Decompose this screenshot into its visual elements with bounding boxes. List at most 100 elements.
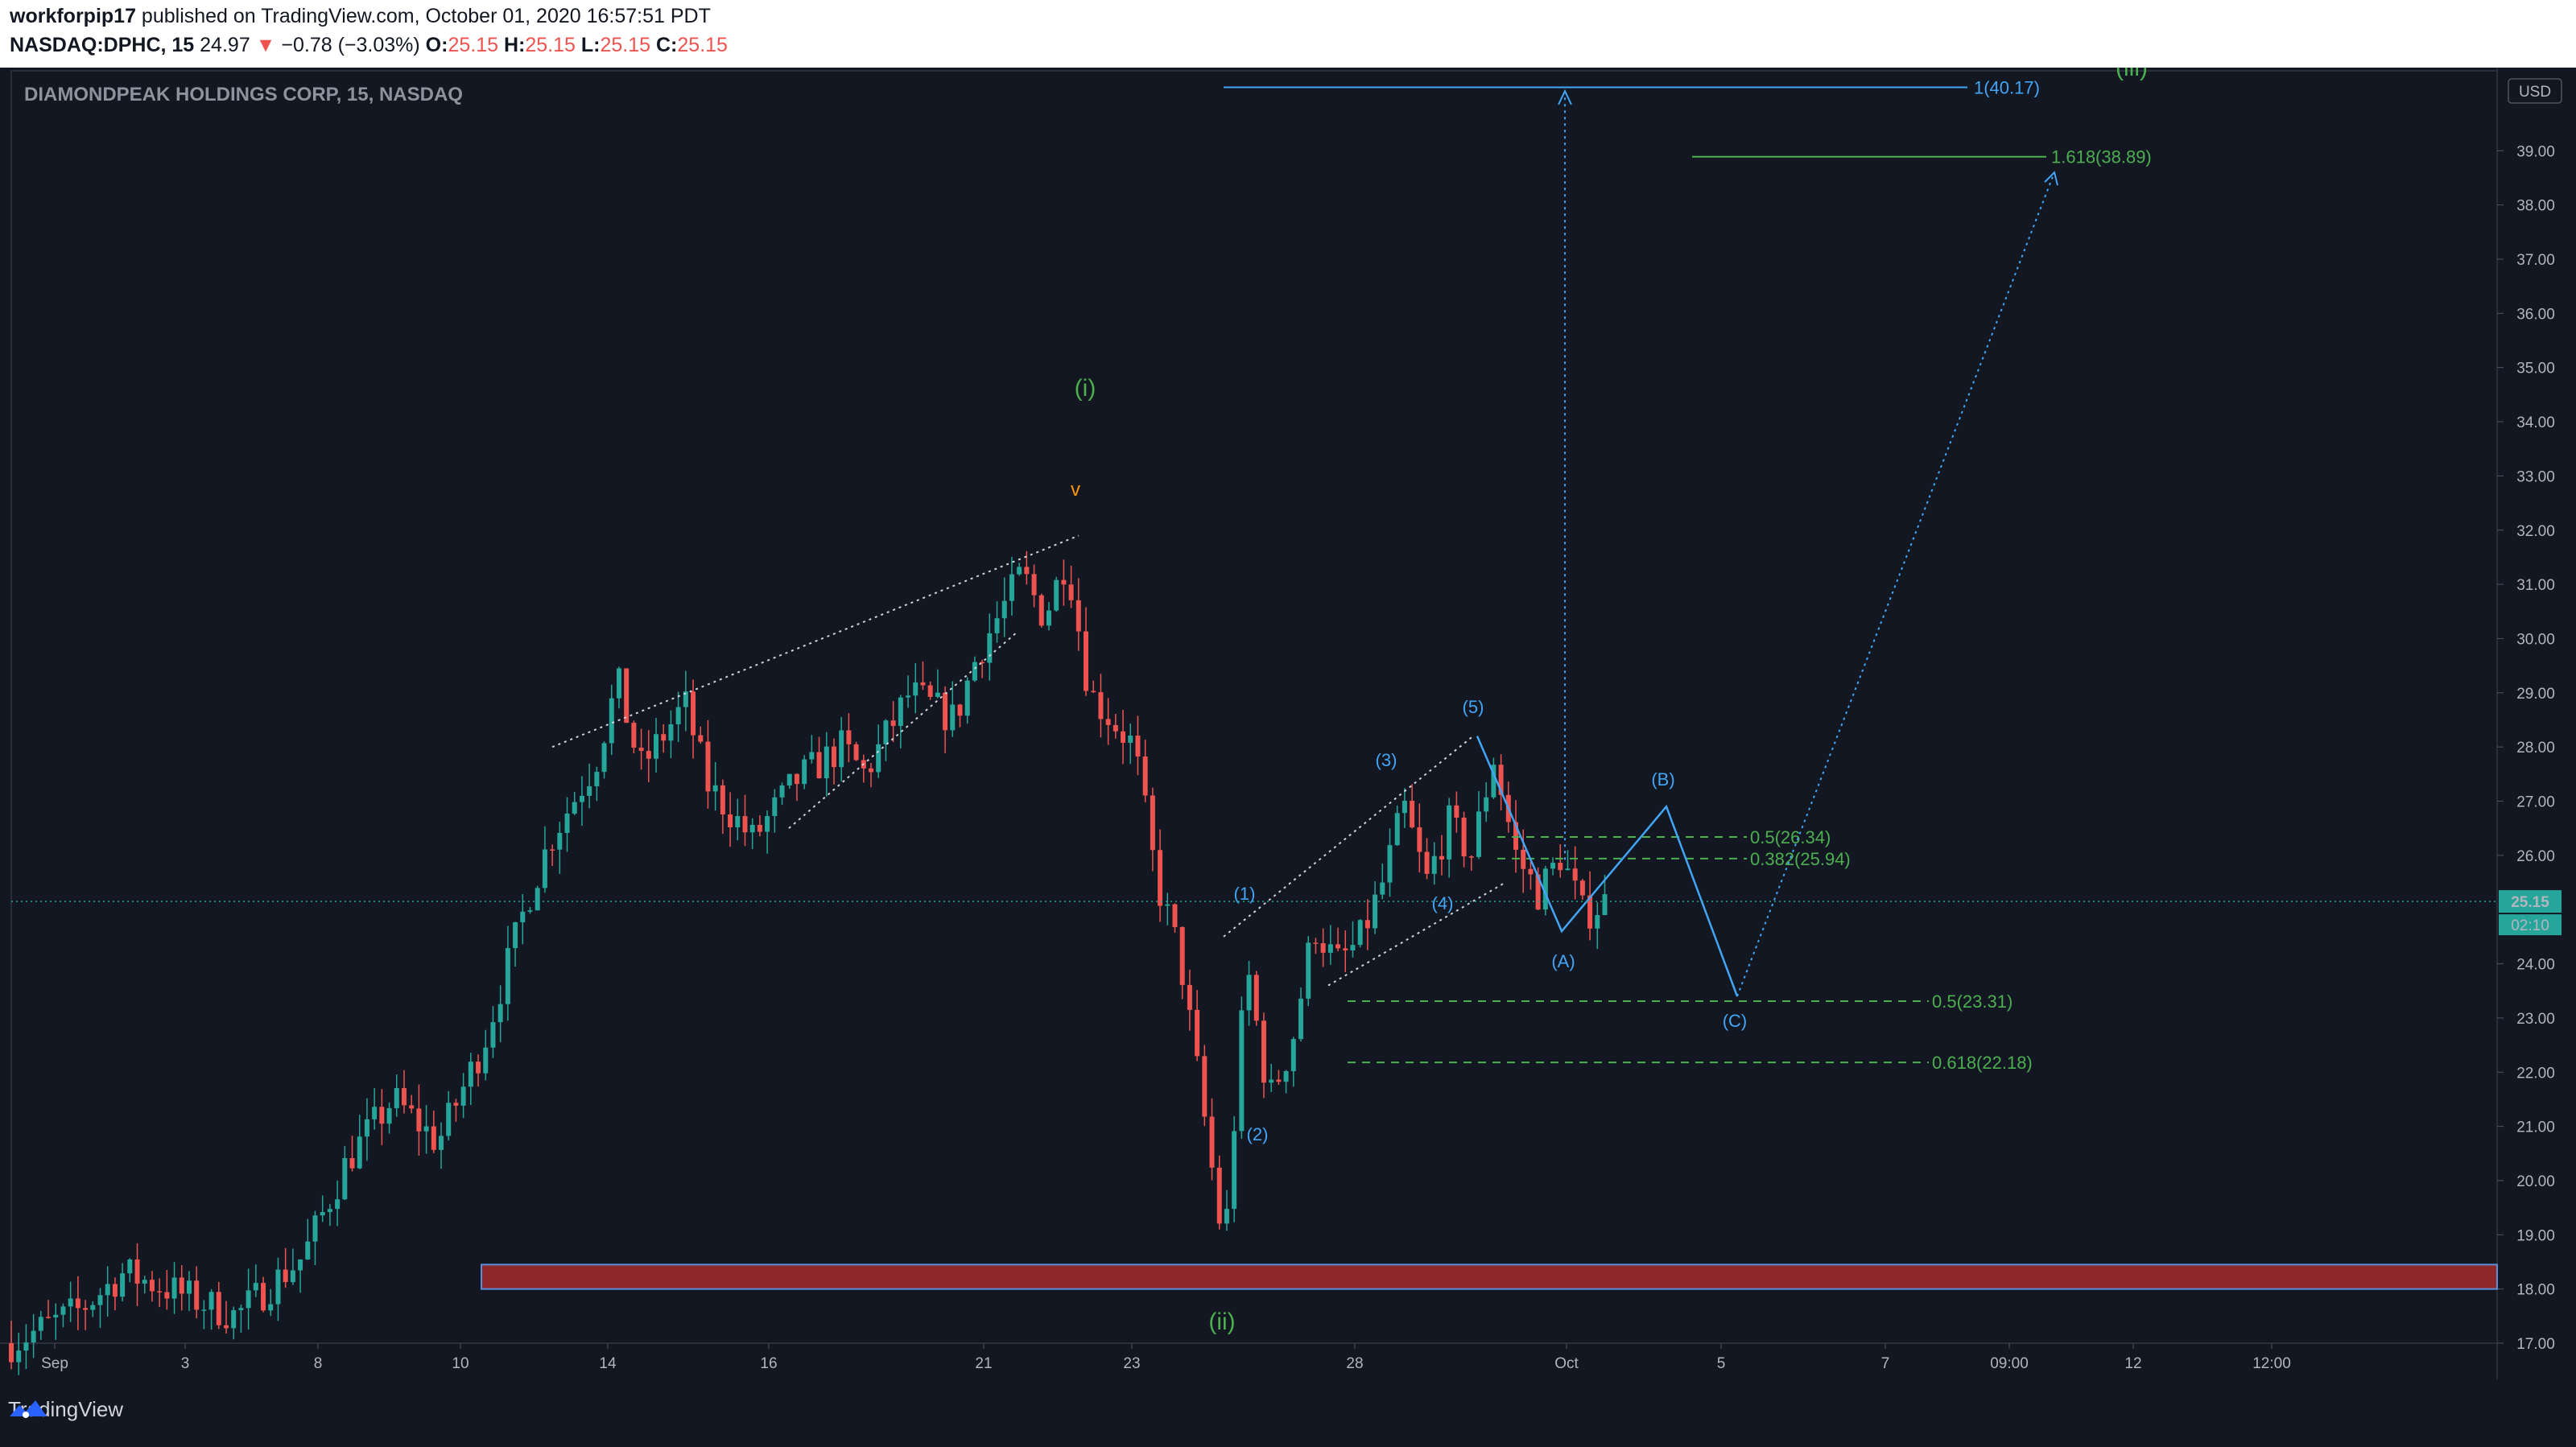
candle-body: [1572, 868, 1578, 881]
candle-body: [312, 1215, 318, 1242]
candle-body: [1402, 800, 1407, 814]
candle-body: [1491, 765, 1496, 798]
candle-body: [164, 1292, 170, 1299]
candle-body: [1387, 845, 1393, 883]
candle-body: [1335, 944, 1341, 949]
candle-body: [453, 1103, 459, 1106]
projection-target-line[interactable]: [1736, 171, 2055, 997]
candle-body: [16, 1350, 22, 1362]
price-tick-label: 39.00: [2516, 143, 2555, 160]
candle-body: [1091, 691, 1096, 693]
candle-body: [497, 1004, 503, 1023]
candle-body: [1595, 915, 1600, 929]
candle-body: [542, 849, 547, 888]
price-tick-label: 38.00: [2516, 198, 2555, 215]
candle-body: [846, 730, 852, 744]
candle-body: [994, 618, 1000, 633]
candle-body: [1098, 692, 1104, 719]
candle-body: [535, 888, 540, 911]
candle-body: [1350, 945, 1356, 950]
down-arrow-icon: ▼: [255, 34, 276, 56]
candle-body: [1202, 1056, 1208, 1117]
chart-title: DIAMONDPEAK HOLDINGS CORP, 15, NASDAQ: [24, 84, 463, 105]
candle-body: [1179, 926, 1185, 985]
chart-pane[interactable]: 17.00 18.00 19.00 20.00 21.00 22.00 23.00 24.00…: [0, 68, 2576, 1447]
candle-body: [31, 1330, 36, 1343]
candle-body: [142, 1280, 147, 1284]
candle-body: [1364, 920, 1370, 929]
chart-canvas[interactable]: 17.00 18.00 19.00 20.00 21.00 22.00 23.00 24.00…: [0, 68, 2576, 1447]
candle-body: [1602, 894, 1608, 916]
candle-body: [772, 797, 778, 816]
candle-body: [646, 751, 651, 759]
candle-body: [950, 704, 956, 731]
candle-body: [668, 724, 674, 741]
trendline-lower[interactable]: [788, 632, 1017, 829]
time-tick-label: 8: [314, 1355, 323, 1372]
measure-arrow-icon: [1558, 89, 1572, 105]
candle-body: [913, 682, 919, 696]
price-tick-label: 28.00: [2516, 740, 2555, 756]
candle-body: [349, 1158, 355, 1169]
candle-body: [423, 1126, 429, 1132]
candle-body: [1521, 849, 1526, 869]
candle-body: [1128, 736, 1133, 743]
candle-body: [1461, 817, 1467, 857]
price-tick-label: 33.00: [2516, 468, 2555, 485]
price-tick-label: 35.00: [2516, 361, 2555, 377]
currency-badge[interactable]: [2508, 78, 2562, 104]
publish-header: workforpip17 published on TradingView.co…: [0, 0, 2576, 68]
candle-body: [601, 743, 607, 773]
price-tick-label: 36.00: [2516, 306, 2555, 323]
candle-body: [283, 1269, 288, 1283]
candle-body: [305, 1241, 311, 1259]
candle-body: [1142, 756, 1148, 796]
candle-body: [134, 1259, 140, 1284]
candle-body: [194, 1280, 200, 1310]
candle-body: [476, 1062, 481, 1074]
candle-body: [468, 1062, 473, 1087]
tradingview-logo[interactable]: TradingView: [8, 1397, 123, 1422]
candle-body: [802, 759, 807, 785]
candle-body: [594, 772, 600, 786]
candle-body: [757, 825, 762, 832]
candle-body: [1587, 895, 1593, 929]
channel-upper[interactable]: [1223, 735, 1474, 938]
candle-body: [401, 1087, 407, 1106]
support-zone[interactable]: [481, 1264, 2498, 1290]
low-label: L:: [580, 34, 601, 56]
candle-body: [231, 1309, 237, 1329]
candle-body: [1306, 942, 1311, 999]
candle-body: [1121, 731, 1126, 743]
candle-body: [1290, 1039, 1296, 1072]
candle-body: [520, 911, 526, 923]
candle-body: [712, 785, 718, 792]
candle-body: [1439, 855, 1444, 860]
candle-body: [483, 1047, 489, 1074]
candle-body: [749, 825, 755, 833]
price-tick-label: 24.00: [2516, 957, 2555, 974]
candle-body: [1513, 822, 1519, 850]
candle-body: [572, 802, 577, 814]
candle-body: [898, 697, 903, 727]
candle-body: [1084, 631, 1089, 691]
price-tick-label: 21.00: [2516, 1119, 2555, 1136]
wave-label: (i): [1075, 375, 1096, 402]
candle-body: [38, 1317, 43, 1331]
candle-body: [1239, 1010, 1245, 1132]
author-name[interactable]: workforpip17: [10, 5, 136, 27]
candle-body: [735, 816, 741, 827]
candle-body: [987, 633, 993, 663]
candle-body: [386, 1108, 392, 1124]
candle-body: [890, 720, 896, 727]
channel-lower[interactable]: [1327, 881, 1506, 987]
publish-line: workforpip17 published on TradingView.co…: [10, 5, 711, 28]
candle-body: [1009, 574, 1014, 601]
candle-body: [1165, 904, 1170, 906]
candle-body: [943, 692, 948, 731]
candle-body: [957, 704, 963, 716]
candle-body: [1209, 1116, 1215, 1168]
symbol-label[interactable]: NASDAQ:DPHC, 15: [10, 34, 195, 56]
trendline-upper[interactable]: [551, 534, 1080, 748]
candle-body: [1269, 1079, 1274, 1083]
